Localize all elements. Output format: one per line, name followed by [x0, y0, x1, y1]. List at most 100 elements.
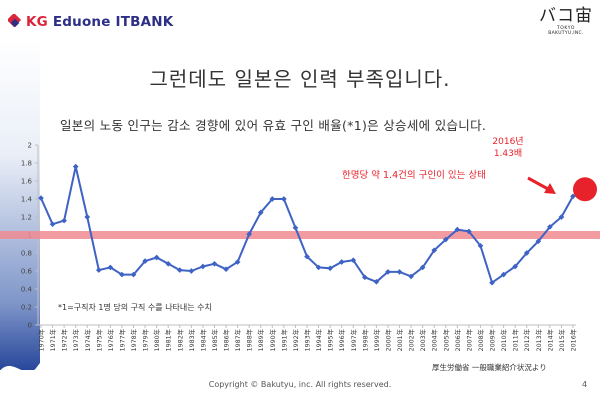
x-tick-label: 1982年 — [175, 329, 184, 351]
highlight-circle — [573, 177, 597, 202]
annotation-year-value: 1.43배 — [493, 149, 523, 159]
x-tick-label: 2016年 — [569, 329, 578, 351]
x-tick-label: 1985年 — [210, 329, 219, 351]
data-point — [95, 267, 102, 273]
x-tick-label: 1996年 — [337, 329, 346, 351]
x-tick-label: 1979年 — [141, 329, 150, 351]
x-tick-label: 1999年 — [372, 329, 381, 351]
annotation-year: 2016년 1.43배 — [480, 136, 536, 160]
x-tick-label: 2011年 — [511, 329, 520, 351]
data-point — [49, 221, 56, 228]
x-tick-label: 1989年 — [256, 329, 265, 351]
data-point — [200, 263, 206, 270]
x-tick-label: 1972年 — [60, 329, 69, 351]
y-tick-label: 0.8 — [21, 250, 32, 258]
x-tick-label: 2013年 — [534, 329, 543, 351]
x-tick-label: 1971年 — [48, 329, 57, 351]
data-point — [107, 264, 114, 271]
data-point — [558, 214, 565, 220]
x-tick-label: 1988年 — [245, 329, 254, 351]
x-tick-label: 1973年 — [71, 329, 80, 351]
data-point — [547, 224, 553, 230]
x-tick-label: 1978年 — [129, 329, 138, 351]
data-point — [211, 260, 218, 267]
y-tick-label: 2 — [28, 142, 32, 150]
annotation-arrow-head — [544, 183, 556, 194]
x-tick-label: 1981年 — [164, 329, 173, 351]
x-tick-label: 1995年 — [326, 329, 335, 351]
bakutyu-inc: BAKUTYU,INC. — [548, 31, 584, 36]
x-tick-label: 1986年 — [222, 329, 231, 351]
x-tick-label: 2009年 — [488, 329, 497, 351]
data-point — [373, 278, 380, 285]
data-point — [234, 259, 241, 265]
data-point — [281, 196, 287, 202]
data-point — [130, 271, 137, 278]
data-point — [442, 236, 449, 243]
bakutyu-glyphs: バコ宙 — [539, 6, 593, 26]
data-point — [454, 226, 461, 233]
slide-title: 그런데도 일본은 인력 부족입니다. — [149, 67, 451, 91]
x-tick-label: 1993年 — [303, 329, 312, 351]
x-tick-label: 1970年 — [37, 329, 46, 351]
annotation-message: 한명당 약 1.4건의 구인이 있는 상태 — [342, 170, 486, 181]
x-tick-label: 2012年 — [522, 329, 531, 351]
data-point — [292, 224, 299, 231]
data-point — [223, 266, 229, 273]
copyright: Copyright © Bakutyu, inc. All rights res… — [208, 380, 392, 389]
data-point — [338, 259, 345, 265]
series-line — [40, 166, 574, 285]
x-tick-label: 2008年 — [476, 329, 485, 351]
y-tick-label: 0.4 — [21, 286, 33, 294]
x-tick-label: 1992年 — [291, 329, 300, 351]
x-tick-label: 1980年 — [152, 329, 161, 351]
logo-prefix: KG — [26, 14, 48, 30]
data-point — [523, 250, 530, 256]
x-tick-label: 2001年 — [395, 329, 404, 351]
footnote: *1=구직자 1명 당의 구직 수를 나타내는 수치 — [58, 303, 212, 312]
x-tick-label: 1990年 — [268, 329, 277, 351]
data-point — [153, 254, 160, 261]
data-point — [419, 264, 426, 271]
data-point — [61, 217, 67, 224]
y-tick-label: 1.4 — [21, 196, 33, 204]
data-point — [165, 260, 172, 267]
data-point — [466, 228, 472, 235]
slide-subtitle: 일본의 노동 인구는 감소 경향에 있어 유효 구인 배율(*1)은 상승세에 … — [60, 118, 487, 133]
x-tick-label: 2002年 — [407, 329, 416, 351]
data-point — [84, 214, 91, 220]
data-point — [385, 269, 391, 275]
data-point — [361, 274, 368, 281]
bakutyu-logo: バコ宙 TOKYO BAKUTYU,INC. — [538, 6, 594, 60]
data-point — [396, 269, 403, 275]
data-point — [489, 279, 495, 286]
x-tick-label: 2007年 — [464, 329, 473, 351]
data-point — [38, 195, 44, 201]
data-point — [176, 267, 183, 273]
wave-decoration — [0, 356, 60, 378]
x-tick-label: 1991年 — [279, 329, 288, 351]
x-tick-label: 1975年 — [94, 329, 103, 351]
data-point — [535, 238, 542, 245]
x-tick-label: 2006年 — [453, 329, 462, 351]
x-tick-label: 1987年 — [233, 329, 242, 351]
data-point — [246, 231, 253, 237]
x-tick-label: 1983年 — [187, 329, 196, 351]
bakutyu-tokyo: TOKYO — [556, 26, 576, 31]
x-tick-label: 1984年 — [198, 329, 207, 351]
y-tick-label: 1.8 — [21, 160, 32, 168]
x-tick-label: 2000年 — [383, 329, 392, 351]
source-note: 厚生労働省 一般職業紹介状況より — [432, 363, 547, 372]
x-tick-label: 1977年 — [117, 329, 126, 351]
data-point — [408, 273, 414, 280]
x-tick-label: 1974年 — [83, 329, 92, 351]
data-point — [269, 196, 276, 202]
data-point — [72, 163, 79, 170]
data-point — [431, 247, 438, 254]
data-point — [304, 253, 310, 260]
y-tick-label: 0.6 — [21, 268, 33, 276]
x-tick-label: 2003年 — [418, 329, 427, 351]
page-number: 4 — [582, 380, 588, 389]
y-tick-label: 0 — [28, 322, 32, 330]
data-point — [477, 242, 484, 249]
